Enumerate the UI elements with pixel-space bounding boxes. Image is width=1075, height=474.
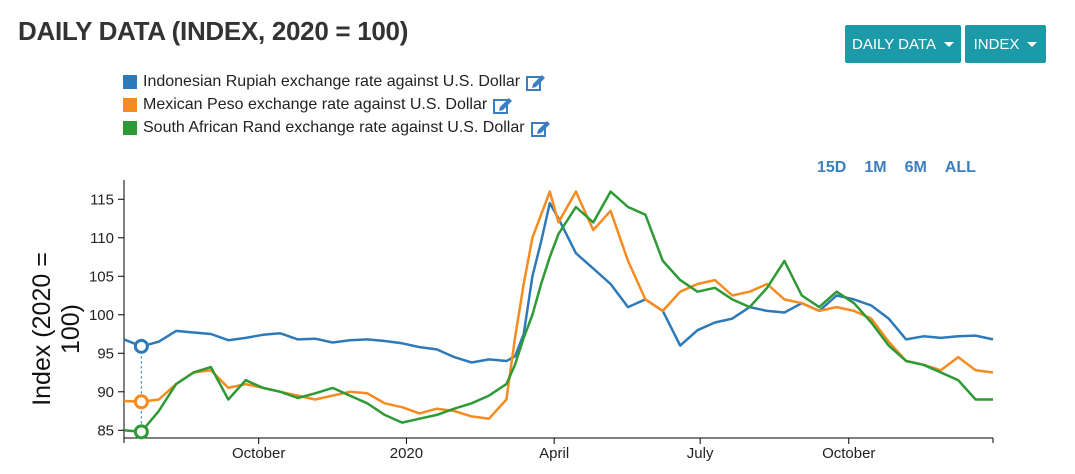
legend-item-zar[interactable]: South African Rand exchange rate against… — [123, 116, 551, 139]
caret-down-icon — [943, 41, 954, 47]
legend-swatch-zar — [123, 120, 137, 135]
y-tick-label: 105 — [89, 268, 114, 285]
legend-item-mxn[interactable]: Mexican Peso exchange rate against U.S. … — [123, 93, 551, 116]
range-6m-button[interactable]: 6M — [904, 159, 927, 176]
page-title: DAILY DATA (INDEX, 2020 = 100) — [18, 16, 409, 46]
daily-data-label: DAILY DATA — [852, 35, 936, 53]
y-tick-label: 90 — [97, 384, 114, 401]
x-tick-label: October — [822, 445, 875, 462]
x-tick-label: October — [232, 445, 285, 462]
series-line-2 — [123, 190, 993, 434]
legend-label-idr: Indonesian Rupiah exchange rate against … — [143, 72, 521, 90]
range-1m-button[interactable]: 1M — [864, 159, 887, 176]
range-selector: 15D 1M 6M ALL — [817, 159, 976, 177]
x-tick-label: July — [687, 445, 714, 462]
edit-icon[interactable] — [526, 73, 546, 91]
y-tick-label: 115 — [90, 191, 114, 208]
series-start-marker-1[interactable] — [133, 394, 149, 410]
index-label: INDEX — [973, 35, 1020, 53]
legend-label-zar: South African Rand exchange rate against… — [143, 118, 525, 136]
caret-down-icon — [1027, 41, 1038, 47]
y-tick-label: 110 — [90, 230, 114, 247]
range-15d-button[interactable]: 15D — [817, 159, 847, 176]
index-dropdown-button[interactable]: INDEX — [965, 25, 1046, 63]
x-tick-label: April — [539, 445, 569, 462]
x-tick-label: 2020 — [390, 445, 423, 462]
legend-swatch-mxn — [123, 97, 137, 112]
edit-icon[interactable] — [493, 96, 513, 114]
y-tick-label: 85 — [97, 422, 114, 439]
legend-item-idr[interactable]: Indonesian Rupiah exchange rate against … — [123, 70, 551, 93]
legend-swatch-idr — [123, 74, 137, 89]
edit-icon[interactable] — [530, 119, 551, 137]
y-tick-label: 100 — [89, 307, 114, 324]
chart-legend: Indonesian Rupiah exchange rate against … — [123, 70, 551, 139]
daily-data-dropdown-button[interactable]: DAILY DATA — [845, 25, 961, 63]
series-line-0 — [123, 201, 994, 364]
series-start-marker-0[interactable] — [133, 338, 149, 354]
legend-label-mxn: Mexican Peso exchange rate against U.S. … — [143, 95, 488, 113]
range-all-button[interactable]: ALL — [944, 159, 976, 176]
y-tick-label: 95 — [97, 345, 114, 362]
series-start-marker-2[interactable] — [133, 424, 149, 440]
